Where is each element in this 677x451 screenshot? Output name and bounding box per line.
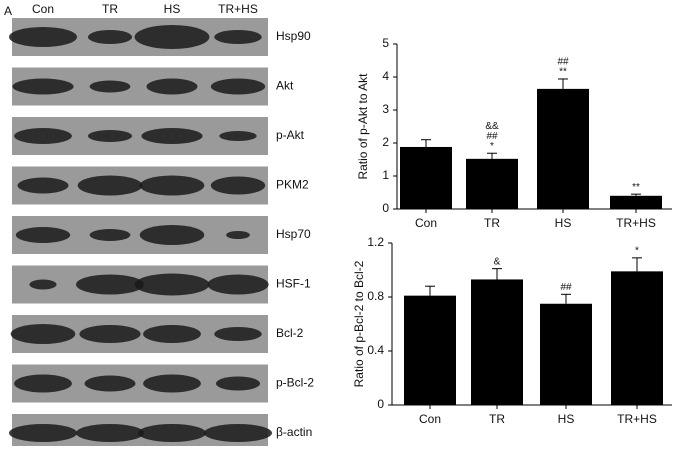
y-tick-label: 0.4 <box>367 343 384 357</box>
y-axis-label: Ratio of p-Akt to Akt <box>356 73 370 180</box>
blot-band <box>15 227 71 243</box>
x-tick-label: Con <box>415 216 437 230</box>
blot-band <box>210 78 266 95</box>
significance-mark: ## <box>557 57 569 68</box>
blot-band <box>226 231 250 239</box>
protein-label: HSF-1 <box>276 277 311 291</box>
blot-band <box>76 424 144 442</box>
y-tick-label: 1.2 <box>367 235 384 249</box>
blot-band <box>146 78 198 95</box>
blot-band <box>87 30 133 44</box>
significance-mark: & <box>494 256 501 267</box>
protein-label: p-Akt <box>276 128 305 142</box>
lane-label: HS <box>164 2 181 16</box>
y-tick-label: 5 <box>382 36 389 50</box>
significance-mark: ** <box>559 67 567 78</box>
protein-label: β-actin <box>276 425 312 439</box>
blot-band <box>79 325 141 343</box>
blot-band <box>204 424 272 442</box>
protein-label: Hsp90 <box>276 29 311 43</box>
significance-mark: ** <box>632 182 640 193</box>
blot-band <box>214 30 262 44</box>
x-tick-label: HS <box>558 412 575 426</box>
x-tick-label: TR+HS <box>617 412 657 426</box>
y-tick-label: 2 <box>382 135 389 149</box>
bar <box>610 195 662 209</box>
blot-band <box>89 80 131 93</box>
protein-label: p-Bcl-2 <box>276 376 314 390</box>
protein-label: PKM2 <box>276 178 309 192</box>
blot-band <box>17 177 69 194</box>
blot-band <box>10 324 76 344</box>
protein-label: Bcl-2 <box>276 326 304 340</box>
blot-band <box>12 78 74 95</box>
blot-band <box>87 130 133 142</box>
protein-label: Hsp70 <box>276 227 311 241</box>
blot-band <box>14 374 72 393</box>
bar <box>400 146 452 209</box>
blot-band <box>210 176 266 195</box>
blot-band <box>77 175 143 196</box>
x-tick-label: HS <box>555 216 572 230</box>
blot-band <box>9 424 77 442</box>
blot-band <box>139 225 205 245</box>
panel-label: A <box>4 4 12 18</box>
bar <box>537 88 589 209</box>
blot-band <box>84 375 136 392</box>
blot-band <box>139 175 205 196</box>
blot-band <box>143 325 201 343</box>
significance-mark: && <box>485 121 499 132</box>
y-tick-label: 1 <box>382 168 389 182</box>
bar <box>404 295 456 405</box>
y-tick-label: 0 <box>377 397 384 411</box>
x-tick-label: Con <box>419 412 441 426</box>
blot-band <box>207 274 269 295</box>
bar <box>540 303 592 405</box>
blot-band <box>134 25 210 49</box>
significance-mark: * <box>635 245 639 256</box>
blot-band <box>138 424 206 442</box>
y-tick-label: 0 <box>382 201 389 215</box>
lane-label: Con <box>32 2 54 16</box>
blot-band <box>29 279 57 290</box>
bar <box>466 158 518 209</box>
significance-mark: ## <box>486 131 498 142</box>
y-tick-label: 0.8 <box>367 289 384 303</box>
lane-label: TR+HS <box>218 2 258 16</box>
significance-mark: * <box>490 141 494 152</box>
x-tick-label: TR <box>489 412 505 426</box>
blot-band <box>141 128 203 144</box>
y-tick-label: 3 <box>382 102 389 116</box>
y-axis-label: Ratio of p-Bcl-2 to Bcl-2 <box>352 260 366 387</box>
bar <box>611 271 663 405</box>
blot-band <box>143 374 201 393</box>
blot-band <box>14 128 72 144</box>
blot-band <box>89 229 131 241</box>
blot-band <box>219 131 257 141</box>
lane-label: TR <box>102 2 118 16</box>
blot-band <box>76 274 144 295</box>
blot-band <box>9 27 77 47</box>
x-tick-label: TR <box>484 216 500 230</box>
protein-label: Akt <box>276 79 294 93</box>
blot-band <box>134 273 210 296</box>
blot-band <box>215 376 261 391</box>
significance-mark: ## <box>560 282 572 293</box>
x-tick-label: TR+HS <box>616 216 656 230</box>
blot-band <box>214 327 262 341</box>
bar <box>471 279 523 405</box>
y-tick-label: 4 <box>382 69 389 83</box>
